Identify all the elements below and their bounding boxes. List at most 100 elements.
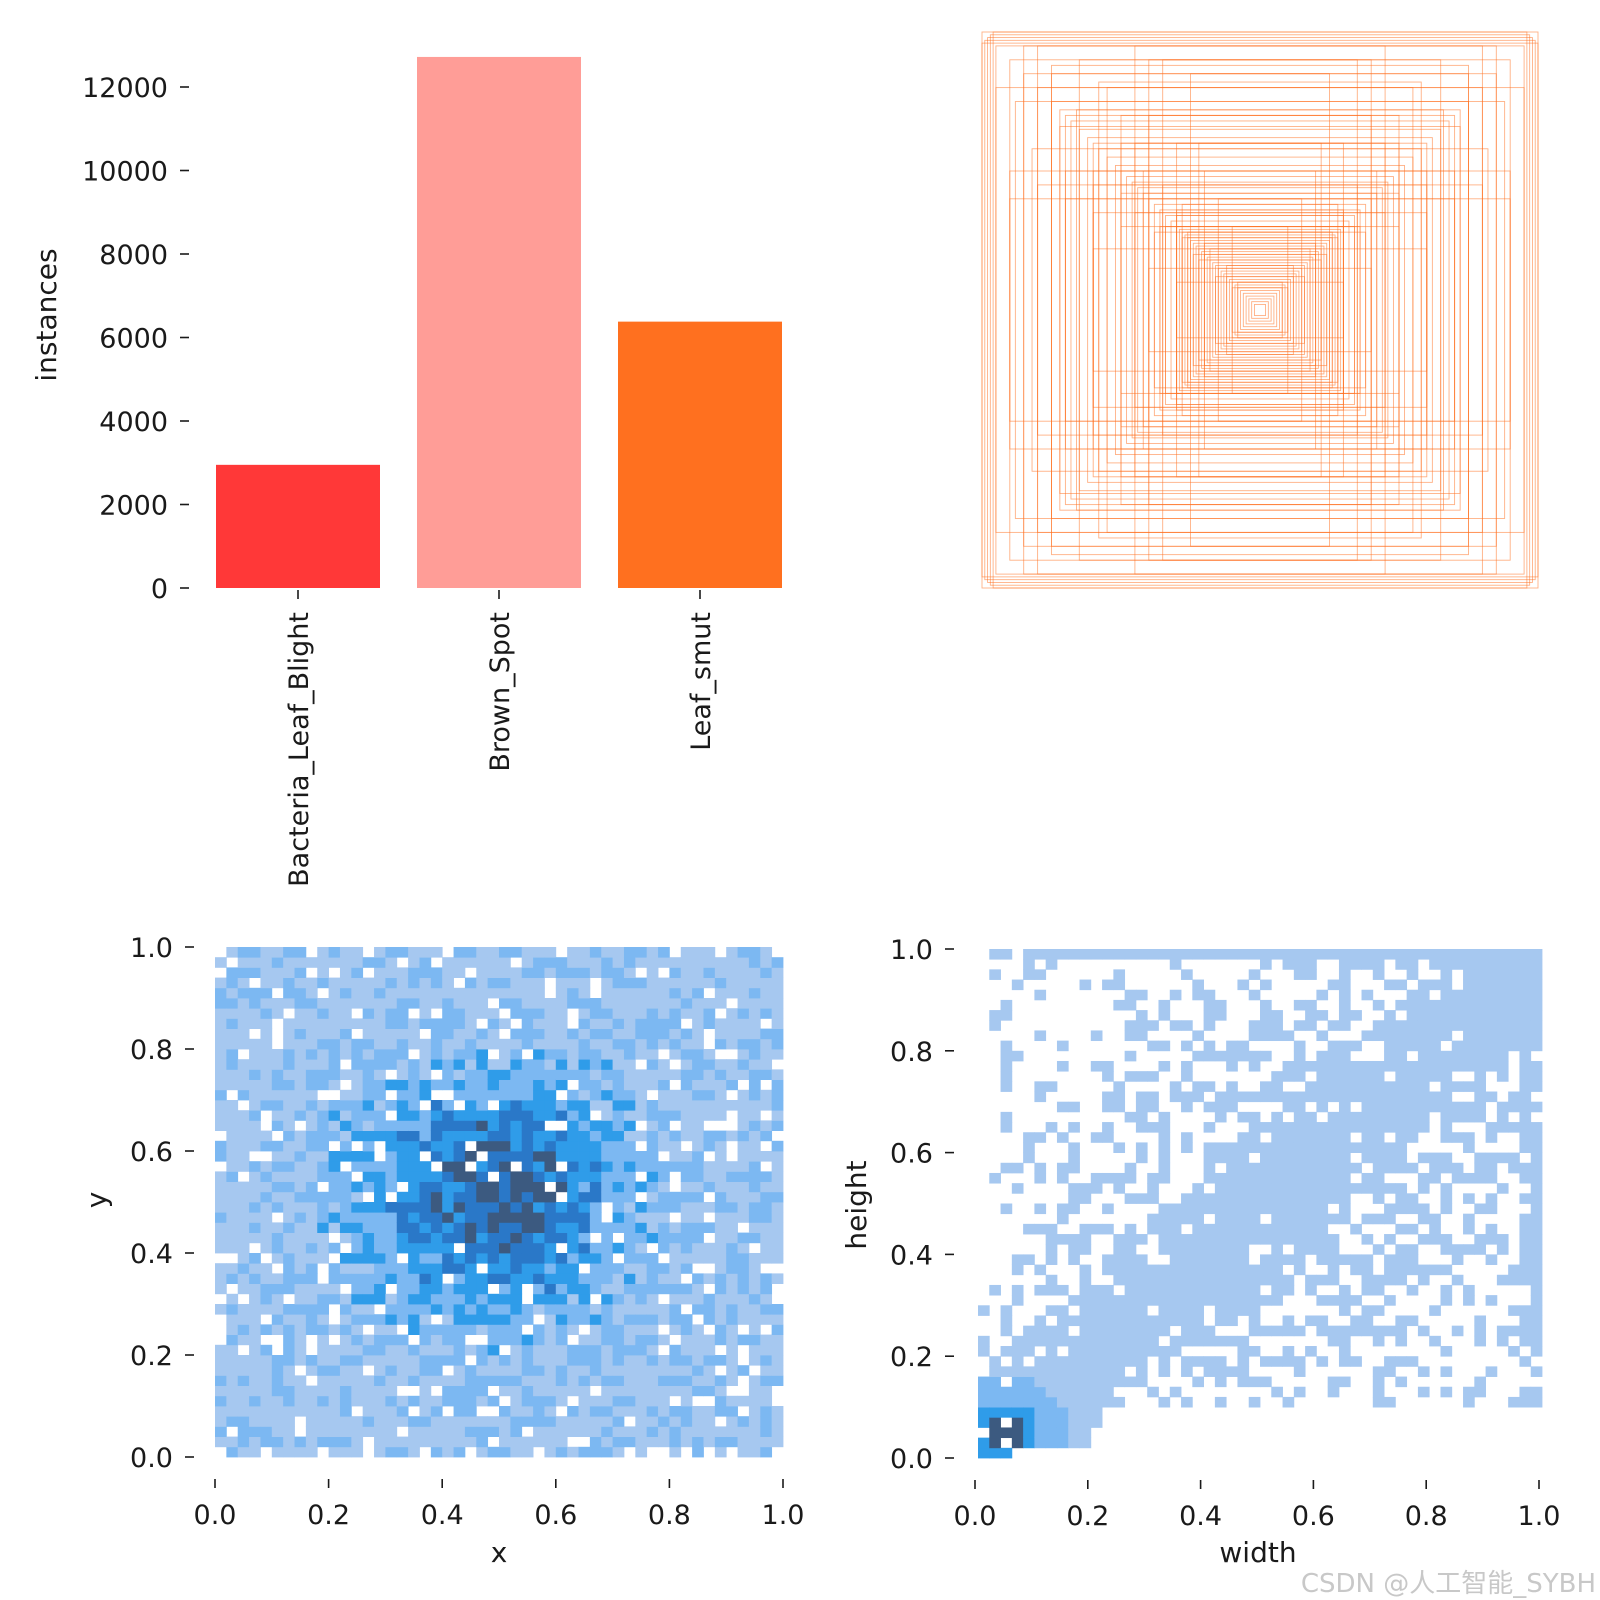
heatmap-cell [1338,1284,1351,1296]
heatmap-cell [510,1273,523,1284]
heatmap-cell [771,957,784,968]
heatmap-cell [1203,1325,1216,1337]
heatmap-cell [714,1110,727,1121]
heatmap-cell [623,1344,636,1356]
heatmap-cell [555,1293,568,1305]
heatmap-cell [1034,1203,1047,1215]
heatmap-cell [1237,1376,1250,1388]
heatmap-cell [1338,1050,1351,1062]
heatmap-cell [1327,1050,1340,1062]
heatmap-cell [1440,1162,1453,1174]
heatmap-cell [1237,1162,1250,1174]
heatmap-cell [692,1069,704,1080]
heatmap-cell [1372,969,1385,980]
heatmap-cell [249,1120,261,1131]
heatmap-cell [623,947,636,958]
heatmap-cell [567,1069,579,1080]
heatmap-cell [1395,1223,1408,1235]
heatmap-cell [226,1069,239,1080]
heatmap-cell [453,1375,466,1386]
heatmap-cell [714,1436,727,1448]
heatmap-cell [1011,1417,1024,1428]
heatmap-cell [703,1253,716,1264]
heatmap-cell [1406,1315,1419,1327]
heatmap-cell [385,1212,398,1223]
heatmap-cell [305,1355,318,1366]
heatmap-cell [249,1038,261,1050]
heatmap-cell [692,1008,704,1019]
heatmap-cell [1350,949,1362,960]
heatmap-cell [1102,1091,1114,1103]
heatmap-cell [658,1242,670,1254]
heatmap-cell [1372,1325,1385,1337]
heatmap-cell [748,998,761,1009]
heatmap-cell [499,1110,511,1121]
heatmap-cell [1011,1376,1024,1388]
heatmap-cell [396,1344,409,1356]
heatmap-cell [1214,1172,1227,1184]
heatmap-cell [283,1049,295,1060]
heatmap-cell [237,1110,250,1121]
heatmap-cell [442,998,454,1009]
heatmap-cell [362,1283,375,1295]
heatmap-cell [317,1222,329,1233]
heatmap-cell [430,1110,443,1121]
heatmap-cell [419,1395,432,1407]
heatmap-cell [1237,1203,1250,1215]
heatmap-cell [1023,1437,1035,1449]
heatmap-cell [635,1110,648,1121]
heatmap-cell [237,1446,250,1458]
bounding-box [1181,237,1339,383]
heatmap-cell [226,1140,239,1152]
heatmap-cell [499,1293,511,1305]
heatmap-cell [419,1212,432,1223]
heatmap-cell [1406,1284,1419,1296]
heatmap-cell [646,1385,659,1397]
heatmap-cell [601,1069,613,1080]
heatmap-cell [305,1446,318,1458]
heatmap-cell [646,1038,659,1050]
heatmap-cell [419,1375,432,1386]
heatmap-cell [623,1222,636,1233]
heatmap-cell [294,967,307,978]
heatmap-cell [249,947,261,958]
heatmap-cell [351,1202,364,1213]
heatmap-cell [1158,1111,1171,1123]
heatmap-cell [703,1140,716,1152]
heatmap-cell [305,1232,318,1244]
heatmap-cell [771,1222,784,1233]
heatmap-cell [589,1365,602,1376]
heatmap-cell [1417,1040,1430,1052]
heatmap-cell [305,1304,318,1315]
heatmap-cell [578,1110,591,1121]
heatmap-cell [1147,1325,1159,1337]
heatmap-cell [453,1140,466,1152]
heatmap-cell [487,1089,500,1101]
heatmap-cell [737,1273,750,1284]
heatmap-cell [260,1069,273,1080]
heatmap-cell [658,1222,670,1233]
heatmap-cell [510,1089,523,1101]
heatmap-cell [1158,1010,1171,1021]
heatmap-cell [714,1355,727,1366]
heatmap-cell [249,1355,261,1366]
heatmap-cell [1316,949,1329,960]
heatmap-cell [1045,949,1058,960]
bounding-box [1153,231,1367,389]
heatmap-cell [305,1426,318,1437]
heatmap-cell [1338,1193,1351,1204]
heatmap-cell [646,1140,659,1152]
heatmap-cell [1260,1081,1272,1092]
heatmap-cell [714,1202,727,1213]
heatmap-cell [1260,1142,1272,1153]
heatmap-cell [635,1304,648,1315]
heatmap-cell [1068,1427,1080,1439]
heatmap-cell [419,1406,432,1417]
heatmap-cell [1508,989,1520,1001]
heatmap-cell [726,1436,738,1448]
heatmap-cell [760,1416,773,1427]
heatmap-cell [567,1100,579,1111]
heatmap-cell [737,1130,750,1142]
heatmap-cell [1338,1010,1351,1021]
heatmap-cell [351,1089,364,1101]
